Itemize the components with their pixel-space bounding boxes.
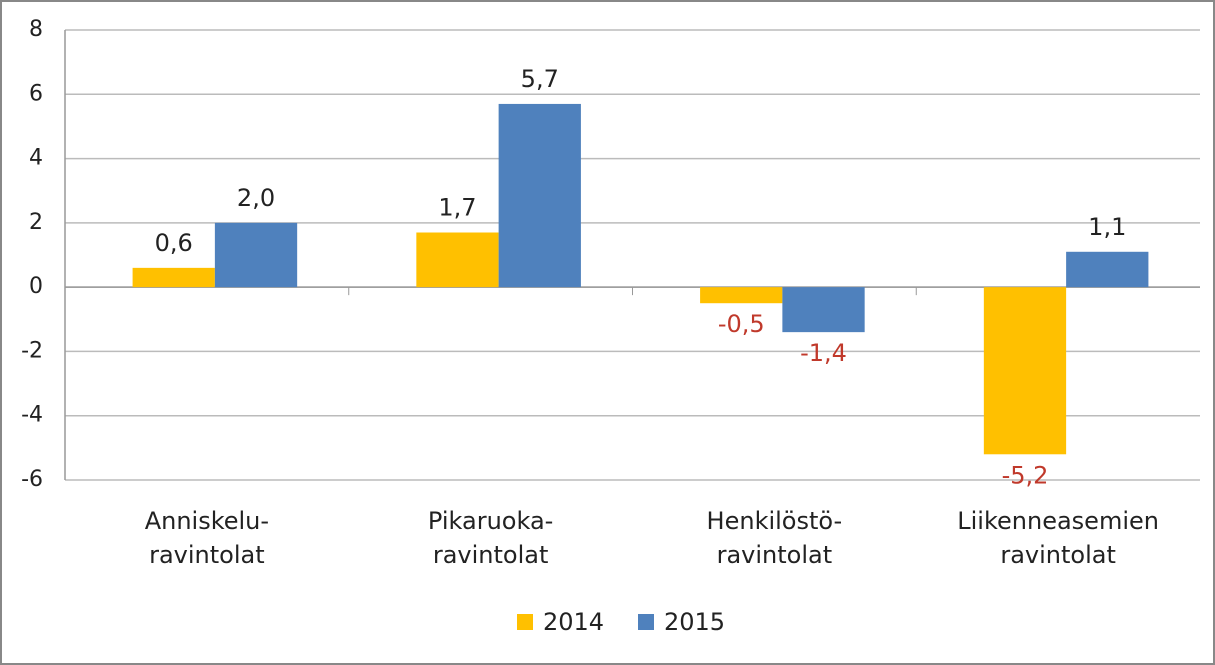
bar [1066,251,1149,288]
data-label: 1,7 [438,194,476,222]
y-tick-label: 0 [29,274,43,299]
bar [700,287,783,304]
x-tick-label: ravintolat [433,541,549,569]
x-tick-label: ravintolat [149,541,265,569]
y-tick-label: -4 [21,403,43,428]
legend-label: 2015 [664,608,725,636]
x-tick-label: Liikenneasemien [957,507,1159,535]
x-tick-label: Henkilöstö- [707,507,843,535]
data-label: 5,7 [521,65,559,93]
data-label: 0,6 [155,229,193,257]
legend-swatch [517,614,533,630]
bar [983,287,1067,455]
bar [416,232,499,288]
data-label: -1,4 [800,339,847,367]
data-label: -0,5 [718,310,765,338]
y-tick-label: 8 [29,17,43,42]
legend-swatch [638,614,654,630]
y-tick-label: 6 [29,81,43,106]
data-label: -5,2 [1002,461,1049,489]
bar [782,287,865,333]
x-tick-label: Pikaruoka- [428,507,553,535]
bar [498,103,581,288]
x-tick-label: Anniskelu- [145,507,269,535]
legend-label: 2014 [543,608,604,636]
data-label: 2,0 [237,184,275,212]
data-label: 1,1 [1088,213,1126,241]
x-tick-label: ravintolat [1000,541,1116,569]
y-tick-label: 4 [29,146,43,171]
y-tick-label: -6 [21,467,43,492]
bar [214,222,298,288]
x-tick-label: ravintolat [717,541,833,569]
y-tick-label: -2 [21,338,43,363]
bar [132,267,215,288]
y-tick-label: 2 [29,210,43,235]
